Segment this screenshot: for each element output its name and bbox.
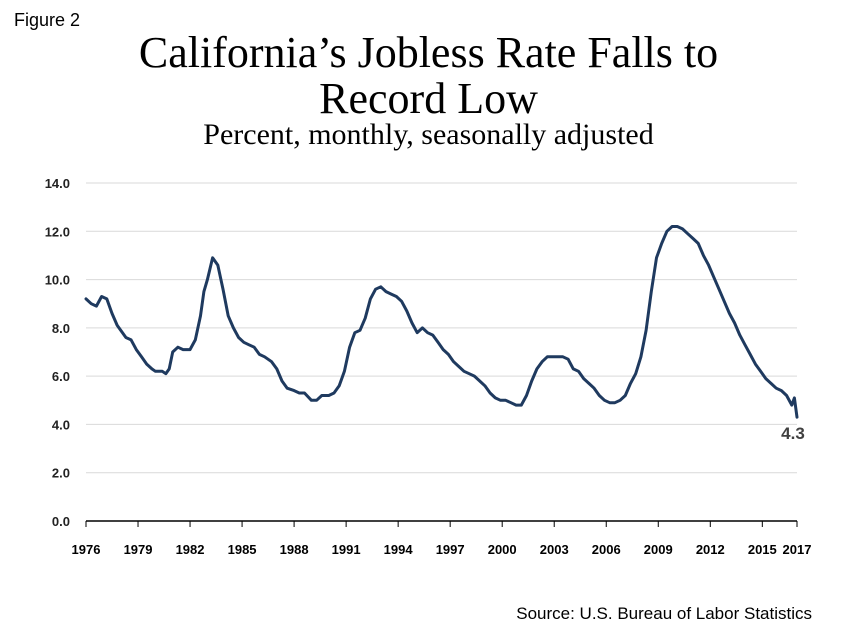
x-tick-label: 1991: [332, 542, 361, 557]
y-tick-label: 10.0: [45, 273, 70, 288]
x-tick-label: 1988: [280, 542, 309, 557]
x-tick-label: 1997: [436, 542, 465, 557]
y-tick-label: 14.0: [45, 176, 70, 191]
x-axis: [85, 520, 798, 527]
chart-title-line-2: Record Low: [319, 74, 538, 123]
x-tick-label: 1994: [384, 542, 414, 557]
x-tick-label: 1976: [72, 542, 101, 557]
source-note: Source: U.S. Bureau of Labor Statistics: [516, 604, 812, 623]
chart-subtitle: Percent, monthly, seasonally adjusted: [203, 118, 654, 151]
chart-title: California’s Jobless Rate Falls to Recor…: [0, 30, 857, 122]
y-tick-label: 6.0: [52, 369, 70, 384]
x-tick-label: 2006: [592, 542, 621, 557]
end-value-label: 4.3: [781, 424, 805, 443]
y-tick-label: 0.0: [52, 514, 70, 529]
x-axis-tick-labels: 1976 1979 1982 1985 1988 1991 1994 1997 2000 2003…: [72, 542, 812, 557]
x-tick-label: 2000: [488, 542, 517, 557]
gridlines: [86, 182, 797, 474]
series-line: [84, 225, 799, 419]
y-tick-label: 4.0: [52, 417, 70, 432]
chart-title-line-1: California’s Jobless Rate Falls to: [138, 28, 719, 77]
x-tick-label: 2015: [748, 542, 777, 557]
x-tick-label: 2003: [540, 542, 569, 557]
x-tick-label: 2012: [696, 542, 725, 557]
y-axis-tick-labels: 0.0 2.0 4.0 6.0 8.0 10.0 12.0 14.0: [45, 176, 70, 529]
y-tick-label: 12.0: [45, 224, 70, 239]
x-tick-label: 1982: [176, 542, 205, 557]
figure-label: Figure 2: [14, 10, 81, 30]
y-tick-label: 2.0: [52, 466, 70, 481]
x-tick-label: 2017: [783, 542, 812, 557]
x-tick-label: 2009: [644, 542, 673, 557]
y-tick-label: 8.0: [52, 321, 70, 336]
x-tick-label: 1979: [124, 542, 153, 557]
x-tick-label: 1985: [228, 542, 257, 557]
